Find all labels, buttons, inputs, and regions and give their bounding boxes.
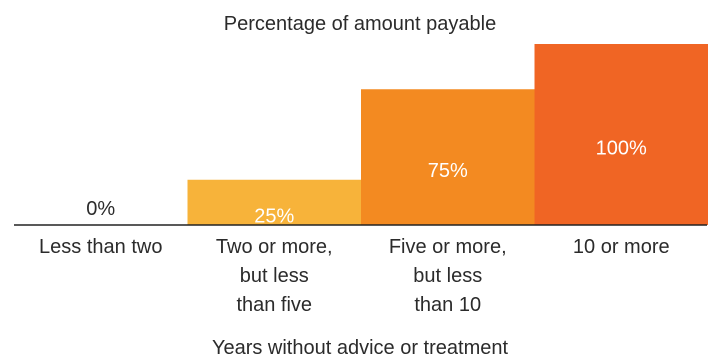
category-labels-group: Less than two Two or more, but less than fi… [39, 236, 670, 316]
bars-group [187, 44, 708, 225]
x-axis-label: Years without advice or treatment [212, 337, 509, 359]
bar-3 [361, 89, 535, 225]
category-label-3-line-2: but less [413, 265, 482, 287]
value-labels-group: 0% 25% 75% 100% [86, 138, 647, 228]
value-label-4: 100% [596, 138, 647, 160]
category-label-2-line-1: Two or more, [216, 236, 333, 258]
category-label-2-line-3: than five [236, 294, 312, 316]
chart-title: Percentage of amount payable [224, 13, 496, 35]
bar-2 [187, 179, 361, 225]
value-label-3: 75% [428, 160, 468, 182]
value-label-2: 25% [254, 205, 294, 227]
category-label-2-line-2: but less [240, 265, 309, 287]
value-label-1: 0% [86, 198, 115, 220]
category-label-1-line-1: Less than two [39, 236, 162, 258]
category-label-4-line-1: 10 or more [573, 236, 670, 258]
category-label-3-line-1: Five or more, [389, 236, 507, 258]
bar-4 [534, 44, 708, 225]
category-label-3-line-3: than 10 [414, 294, 481, 316]
